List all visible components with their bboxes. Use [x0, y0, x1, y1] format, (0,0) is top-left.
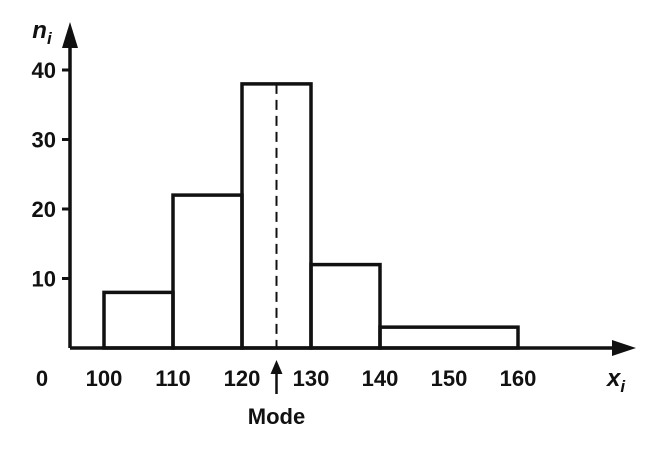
mode-label: Mode	[248, 404, 305, 429]
y-axis-label-main: n	[32, 17, 47, 44]
y-axis-label: ni	[32, 17, 53, 48]
histogram-bar-100-110	[102, 290, 175, 350]
bars-group	[102, 82, 520, 350]
x-axis-label-main: x	[605, 365, 622, 392]
y-tick-label-40: 40	[32, 58, 56, 83]
x-tick-label-130: 130	[293, 366, 330, 391]
mode-arrow-icon	[270, 360, 283, 374]
origin-label: 0	[36, 366, 48, 391]
y-tick-label-30: 30	[32, 128, 56, 153]
x-tick-label-100: 100	[86, 366, 123, 391]
x-axis-arrowhead	[612, 340, 636, 356]
y-axis-label-sub: i	[47, 29, 53, 48]
x-axis-label: xi	[605, 365, 626, 396]
y-tick-label-20: 20	[32, 197, 56, 222]
x-axis-label-sub: i	[620, 377, 626, 396]
y-ticks-group: 10 20 30 40	[32, 58, 70, 292]
histogram-bar-140-160	[378, 325, 520, 350]
x-tick-label-150: 150	[431, 366, 468, 391]
x-ticks-group: 100 110 120 130 140 150 160	[86, 366, 537, 391]
y-tick-label-10: 10	[32, 267, 56, 292]
x-tick-label-160: 160	[500, 366, 537, 391]
axes-group	[62, 22, 636, 356]
x-tick-label-120: 120	[224, 366, 261, 391]
x-tick-label-110: 110	[155, 366, 191, 391]
x-tick-label-140: 140	[362, 366, 399, 391]
y-axis-arrowhead	[62, 22, 78, 48]
histogram-bar-110-120	[171, 193, 244, 350]
mode-annotation: Mode	[248, 360, 305, 429]
histogram-bar-130-140	[309, 262, 382, 350]
